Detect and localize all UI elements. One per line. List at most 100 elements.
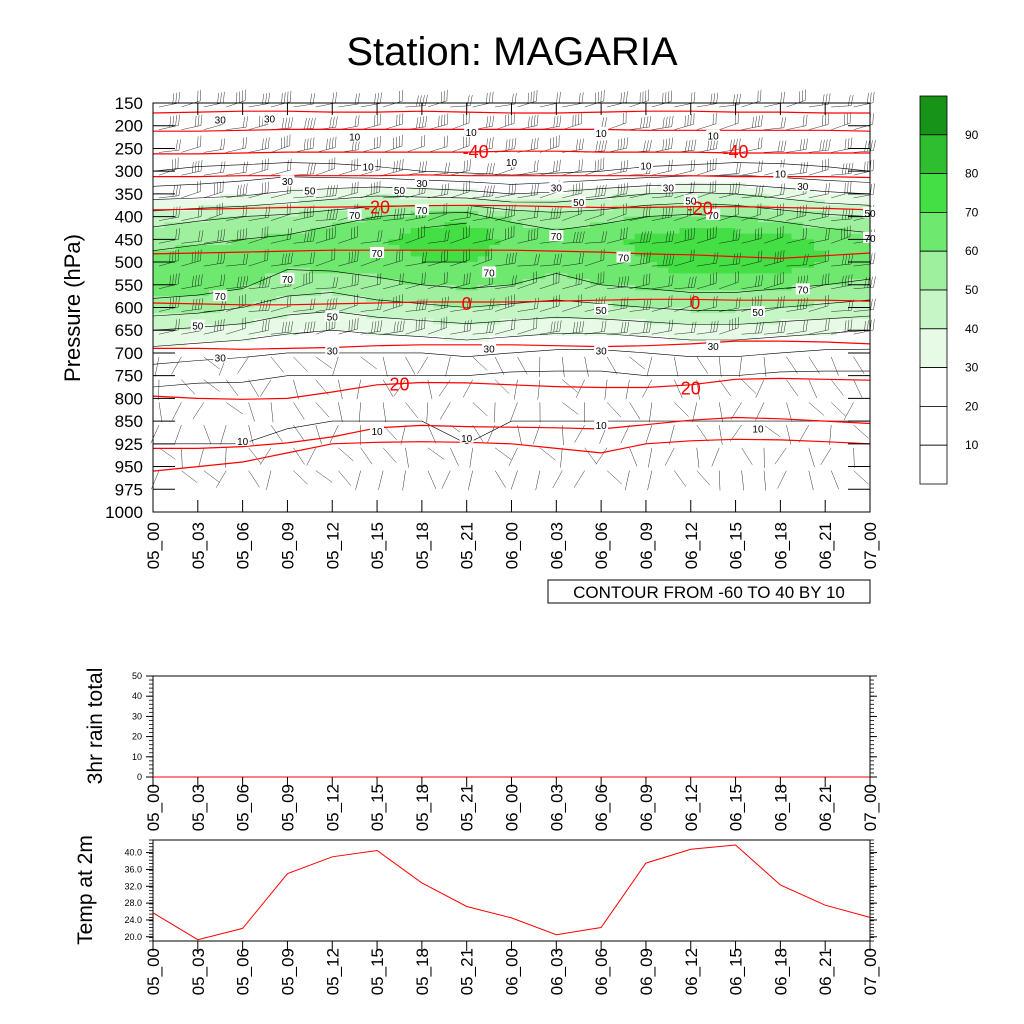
rh-cell [354, 279, 367, 286]
rh-cell [332, 426, 345, 434]
rh-cell [623, 494, 636, 502]
rh-cell [690, 159, 703, 167]
rh-cell [690, 284, 703, 292]
rh-cell [455, 154, 468, 161]
rh-cell [433, 352, 445, 360]
wind-barb [651, 205, 674, 221]
rh-cell [186, 375, 199, 382]
rh-cell [589, 364, 602, 371]
rh-cell [780, 159, 793, 167]
rh-cell [253, 381, 266, 388]
wind-barb [831, 94, 854, 108]
rh-cell [713, 267, 725, 275]
rh-cell [757, 290, 770, 297]
rh-cell [825, 256, 837, 263]
rh-cell [724, 313, 737, 320]
rh-cell [556, 165, 569, 172]
rh-cell [421, 120, 434, 127]
rh-cell [444, 159, 457, 167]
rh-cell [836, 466, 849, 473]
rh-cell [825, 415, 837, 422]
rh-cell [466, 483, 479, 490]
rh-cell [578, 313, 591, 320]
rh-cell [746, 432, 759, 439]
rh-cell [578, 296, 591, 303]
rh-cell [657, 466, 669, 473]
rh-cell [354, 176, 367, 184]
wind-barb [741, 184, 764, 199]
rh-cell [500, 409, 513, 417]
rh-cell [253, 398, 266, 405]
rh-cell [858, 415, 871, 422]
rh-cell [825, 341, 837, 348]
rh-cell [601, 324, 613, 331]
rh-cell [522, 460, 535, 468]
wind-barb [181, 180, 201, 199]
rh-cell [365, 409, 378, 417]
rh-cell [533, 381, 546, 388]
rh-cell [265, 347, 277, 354]
rh-cell [377, 330, 389, 337]
rh-cell [847, 404, 860, 411]
rh-cell [321, 188, 333, 195]
rh-cell [242, 489, 255, 496]
rh-cell [612, 449, 625, 456]
rh-cell [164, 506, 176, 513]
rh-cell [634, 318, 647, 326]
rh-cell [791, 404, 804, 411]
rh-cell [601, 466, 613, 473]
rh-cell [657, 460, 669, 468]
rh-cell [421, 307, 434, 314]
rh-cell [735, 137, 748, 144]
rh-cell [253, 347, 266, 354]
rh-cell [690, 421, 703, 428]
rh-cell [466, 460, 479, 468]
rh-cell [533, 273, 546, 280]
rh-cell [780, 381, 793, 388]
rh-cell [645, 154, 658, 161]
rh-cell [601, 415, 613, 422]
rh-cell [399, 494, 412, 502]
rh-cell [645, 284, 658, 292]
rh-cell [578, 364, 591, 371]
rh-cell [444, 313, 457, 320]
rh-cell [321, 364, 333, 371]
rh-cell [153, 216, 165, 223]
rh-cell [623, 387, 636, 394]
rh-cell [477, 415, 490, 422]
rh-cell [354, 477, 367, 485]
rh-cell [601, 432, 613, 439]
rh-cell [601, 500, 613, 507]
rh-cell [813, 404, 826, 411]
rh-cell [209, 455, 221, 462]
rh-cell [377, 335, 389, 343]
wind-barb [629, 89, 650, 108]
rh-cell [780, 477, 793, 485]
rh-cell [802, 296, 815, 303]
rh-cell [679, 369, 692, 377]
wind-barb [383, 207, 406, 221]
rh-cell [533, 159, 546, 167]
rh-cell [209, 318, 221, 326]
rh-cell [724, 301, 737, 309]
rh-cell [757, 114, 770, 121]
wind-barb [651, 137, 673, 153]
rh-cell [365, 387, 378, 394]
rh-cell [332, 262, 345, 269]
rh-cell [724, 330, 737, 337]
rh-cell [668, 460, 681, 468]
rh-cell [847, 148, 860, 155]
rh-cell [791, 142, 804, 150]
rh-cell [657, 131, 669, 138]
rh-cell [242, 182, 255, 189]
rh-cell [410, 239, 423, 246]
wind-barb [517, 227, 539, 244]
rh-cell [220, 142, 233, 150]
rh-cell [231, 142, 244, 150]
rh-cell [388, 472, 401, 479]
rh-cell [757, 125, 770, 132]
rh-cell [791, 216, 804, 223]
rh-cell [253, 233, 266, 240]
rh-cell [634, 438, 647, 445]
rh-cell [276, 472, 289, 479]
